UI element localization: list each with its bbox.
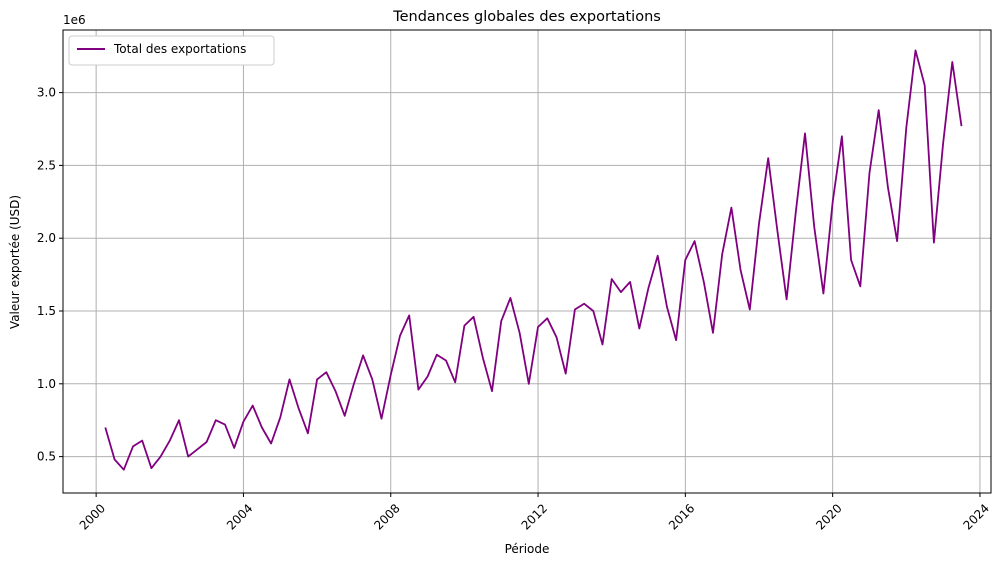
x-axis-label: Période	[505, 542, 550, 556]
y-tick-label: 1.0	[37, 377, 56, 391]
y-tick-label: 2.5	[37, 158, 56, 172]
plot-frame	[62, 29, 992, 494]
y-axis-ticks: 0.5 1.0 1.5 2.0 2.5 3.0	[37, 86, 63, 464]
y-tick-label: 1.5	[37, 304, 56, 318]
y-axis-label: Valeur exportée (USD)	[8, 195, 22, 329]
y-axis-offset-label: 1e6	[63, 13, 86, 27]
series-layer	[104, 49, 963, 471]
legend: Total des exportations	[68, 35, 275, 66]
chart-title: Tendances globales des exportations	[392, 9, 661, 25]
y-tick-label: 2.0	[37, 231, 56, 245]
y-tick-label: 0.5	[37, 450, 56, 464]
legend-box	[68, 35, 275, 66]
legend-label: Total des exportations	[113, 42, 246, 56]
series-line	[104, 49, 963, 471]
y-tick-label: 3.0	[37, 86, 56, 100]
